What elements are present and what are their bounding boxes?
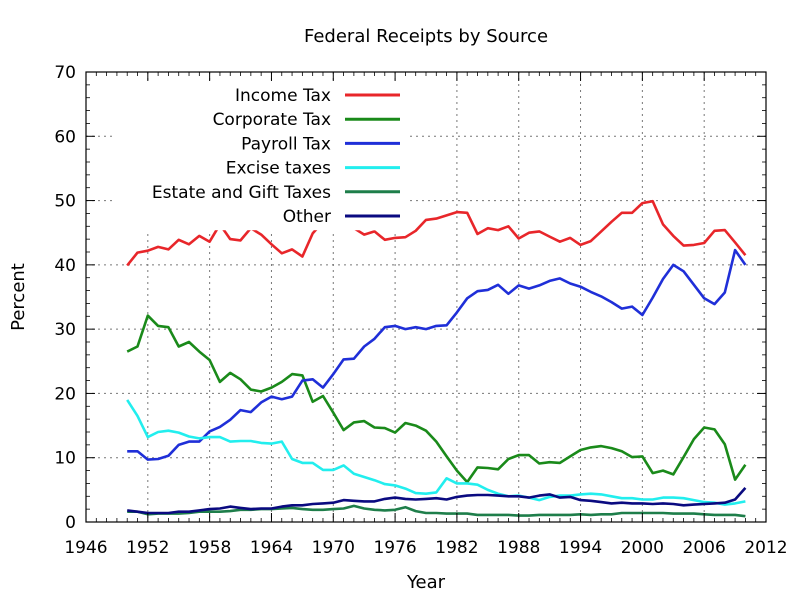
legend-label: Corporate Tax (213, 110, 331, 130)
legend-label: Estate and Gift Taxes (152, 183, 331, 203)
legend-label: Income Tax (235, 86, 331, 106)
x-tick-label: 1994 (559, 538, 602, 558)
legend-background (115, 81, 407, 231)
series-line-corporate-tax (126, 314, 747, 484)
y-tick-label: 30 (54, 320, 76, 340)
x-tick-label: 1976 (373, 538, 416, 558)
x-tick-label: 2006 (683, 538, 726, 558)
y-tick-label: 60 (54, 127, 76, 147)
x-axis-label: Year (406, 572, 446, 593)
y-tick-label: 20 (54, 384, 76, 404)
y-tick-label: 10 (54, 449, 76, 469)
series-lines (126, 199, 747, 518)
x-tick-label: 1982 (435, 538, 478, 558)
series-line-other (127, 487, 747, 515)
x-tick-label: 1946 (64, 538, 107, 558)
x-tick-label: 1970 (312, 538, 355, 558)
x-tick-label: 1988 (497, 538, 540, 558)
axis-ticks: 1946 1952 1958 1964 1970 1976 1982 1988 1994 2000… (54, 63, 787, 558)
legend-label: Excise taxes (226, 159, 331, 179)
y-tick-label: 50 (54, 192, 76, 212)
legend-label: Payroll Tax (241, 134, 331, 154)
y-axis-label: Percent (8, 263, 29, 331)
y-tick-label: 70 (54, 63, 76, 83)
y-tick-label: 40 (54, 256, 76, 276)
x-tick-label: 1958 (188, 538, 231, 558)
x-tick-label: 2012 (744, 538, 787, 558)
x-tick-label: 2000 (621, 538, 664, 558)
series-line-payroll-tax (127, 248, 747, 461)
legend: Income Tax Corporate Tax Payroll Tax Excise… (115, 81, 407, 231)
chart-title: Federal Receipts by Source (304, 26, 548, 47)
series-line-excise-taxes (126, 399, 746, 506)
y-tick-label: 0 (65, 513, 76, 533)
legend-label: Other (283, 207, 331, 227)
x-tick-label: 1964 (250, 538, 293, 558)
series-line-income-tax (126, 199, 747, 267)
x-tick-label: 1952 (126, 538, 169, 558)
